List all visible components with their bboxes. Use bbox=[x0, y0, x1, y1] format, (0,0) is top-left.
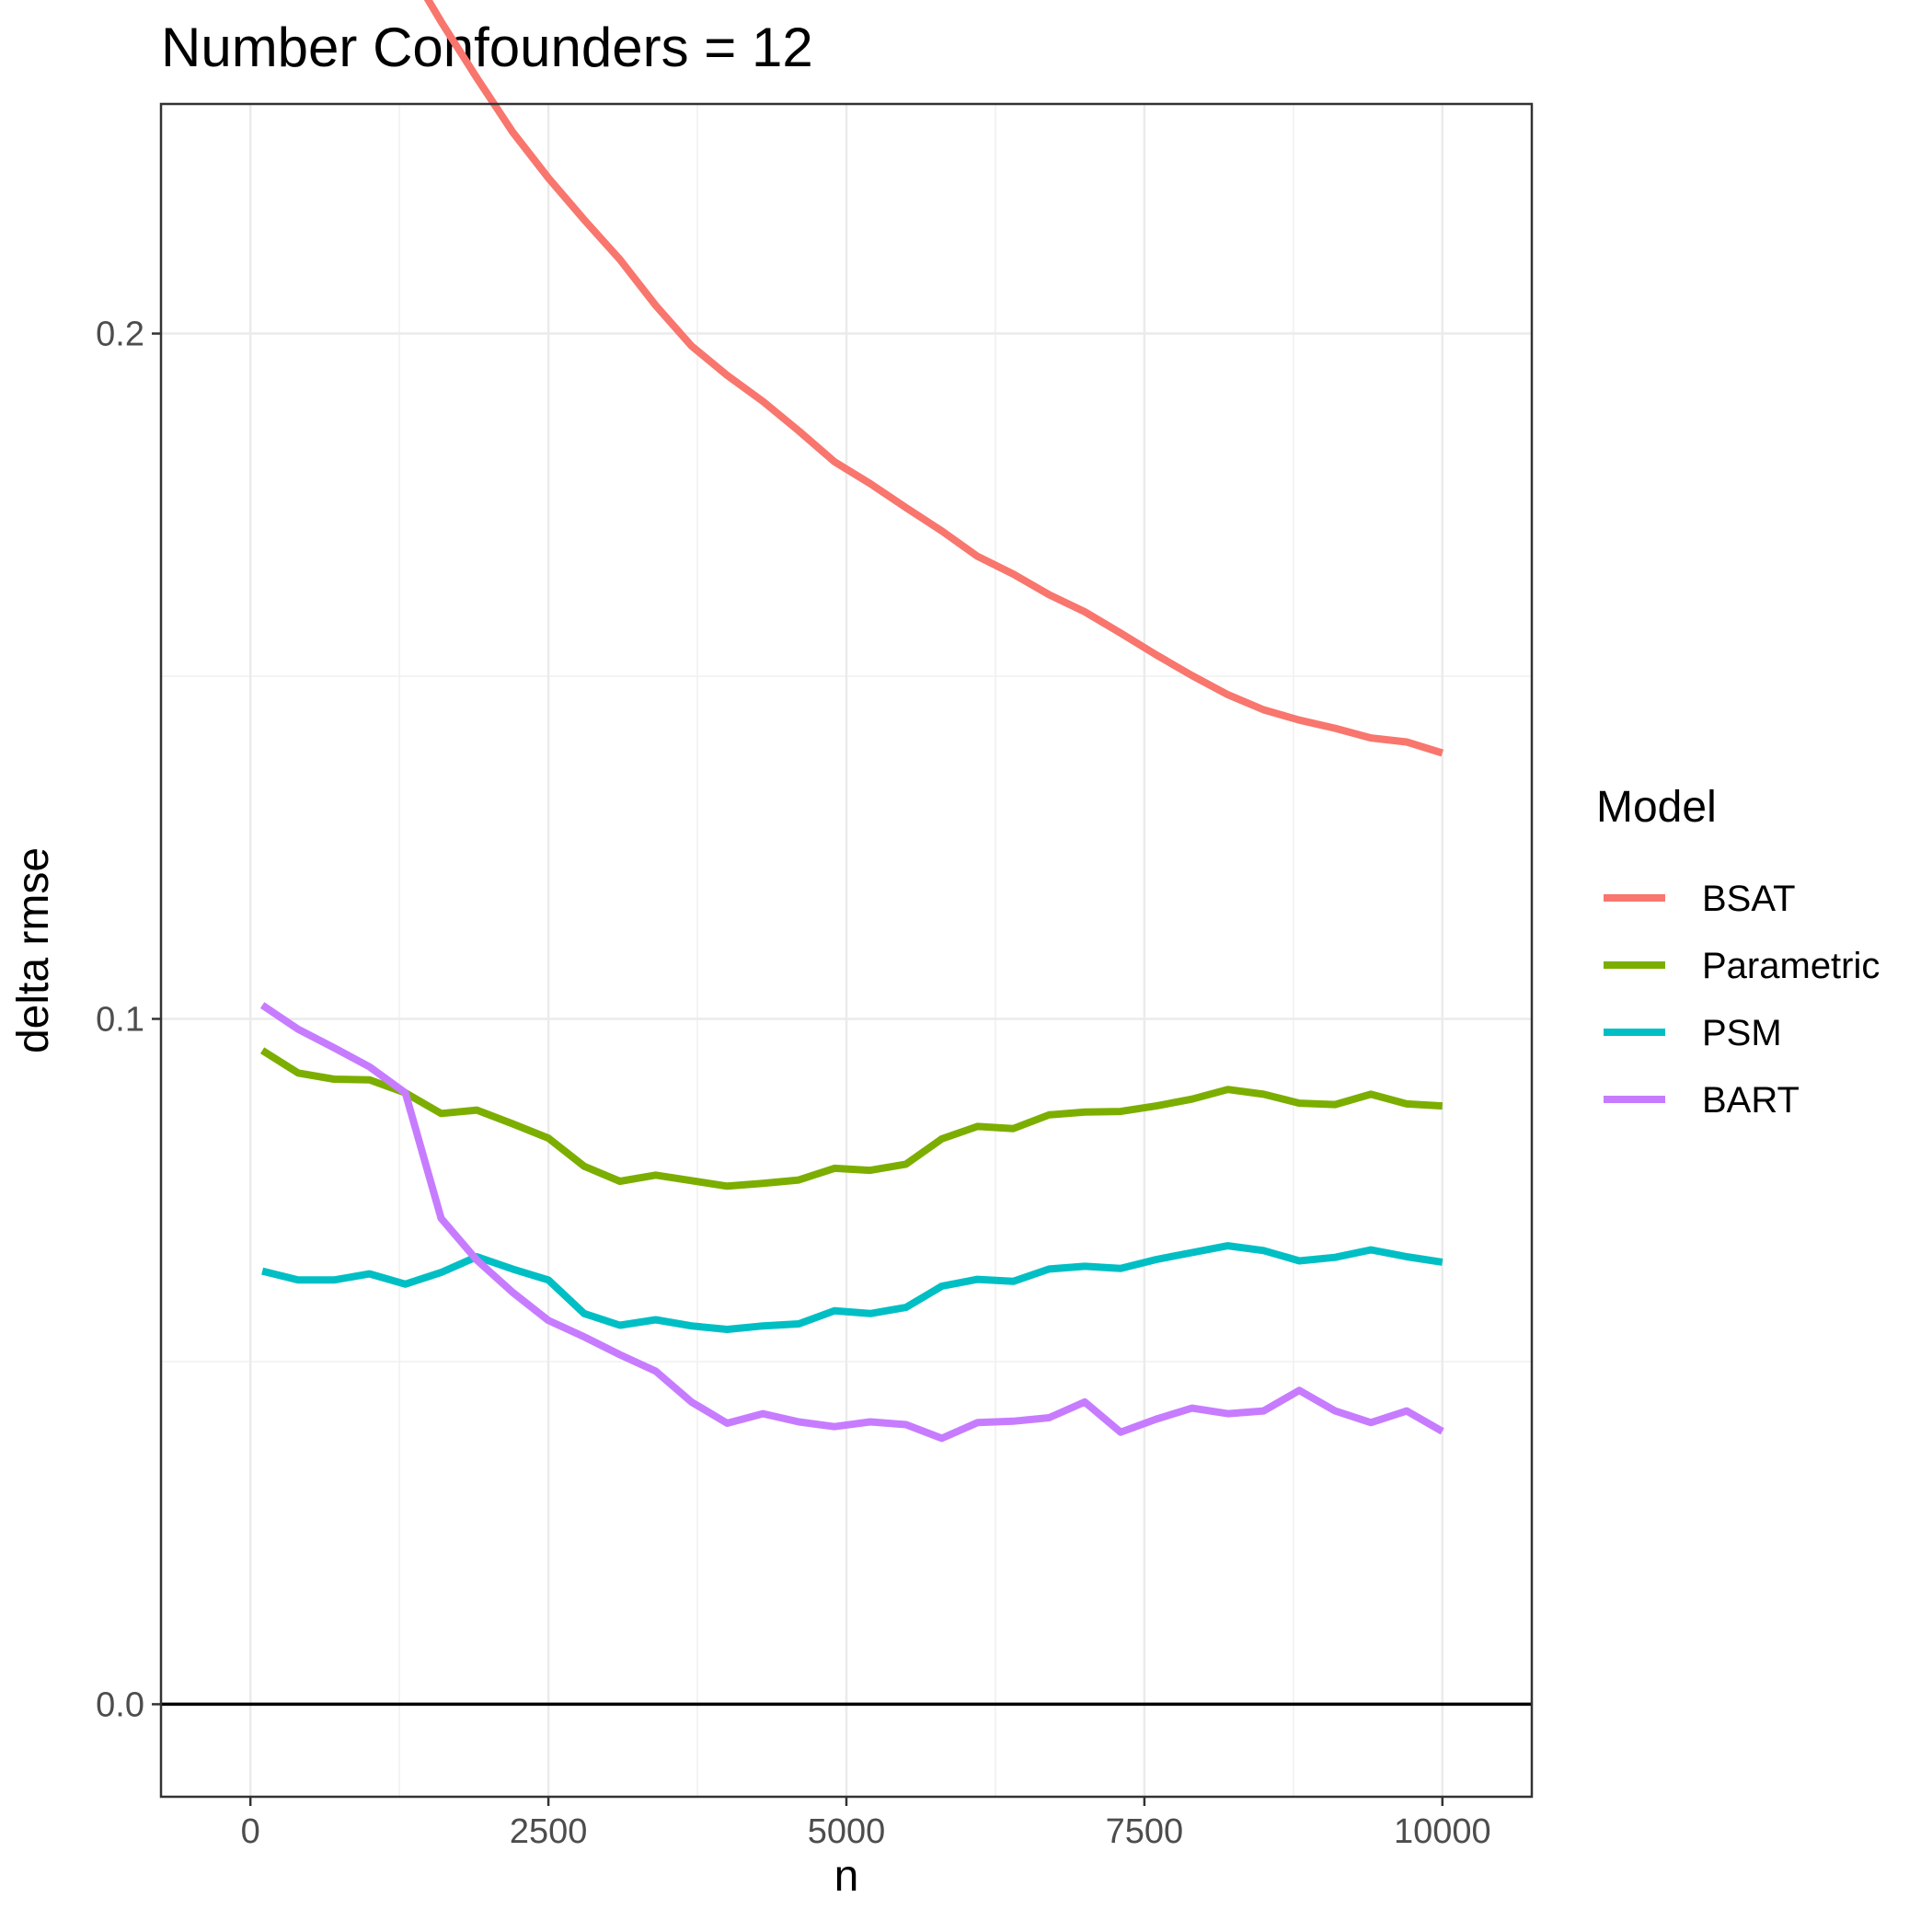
series-line-bart bbox=[259, 1002, 1444, 1443]
series-line-parametric bbox=[259, 1047, 1443, 1190]
legend-title: Model bbox=[1596, 783, 1717, 832]
y-axis: 0.0 0.1 0.2 bbox=[96, 316, 161, 1724]
series-line-psm bbox=[261, 1242, 1443, 1333]
y-tick-label: 0.2 bbox=[96, 316, 144, 354]
legend-label-psm: PSM bbox=[1702, 1013, 1782, 1053]
minor-gridlines bbox=[161, 104, 1532, 1797]
x-axis-title: n bbox=[834, 1852, 859, 1901]
legend-items: BSAT Parametric PSM BART bbox=[1604, 879, 1880, 1121]
x-tick-label: 0 bbox=[241, 1812, 260, 1851]
x-tick-label: 2500 bbox=[510, 1812, 588, 1851]
x-axis: 0 2500 5000 7500 10000 bbox=[241, 1797, 1491, 1851]
legend-label-bsat: BSAT bbox=[1702, 879, 1796, 919]
series-line-bsat bbox=[423, 0, 1443, 757]
x-tick-label: 7500 bbox=[1106, 1812, 1184, 1851]
y-axis-title: delta rmse bbox=[9, 847, 58, 1053]
legend-label-parametric: Parametric bbox=[1702, 946, 1880, 986]
legend-label-bart: BART bbox=[1702, 1080, 1800, 1121]
x-tick-label: 10000 bbox=[1394, 1812, 1491, 1851]
legend: Model BSAT Parametric PSM BART bbox=[1596, 783, 1880, 1121]
y-tick-label: 0.0 bbox=[96, 1685, 144, 1724]
series-lines bbox=[259, 0, 1444, 1443]
y-tick-label: 0.1 bbox=[96, 1000, 144, 1039]
chart-title: Number Confounders = 12 bbox=[161, 17, 813, 78]
x-tick-label: 5000 bbox=[808, 1812, 886, 1851]
